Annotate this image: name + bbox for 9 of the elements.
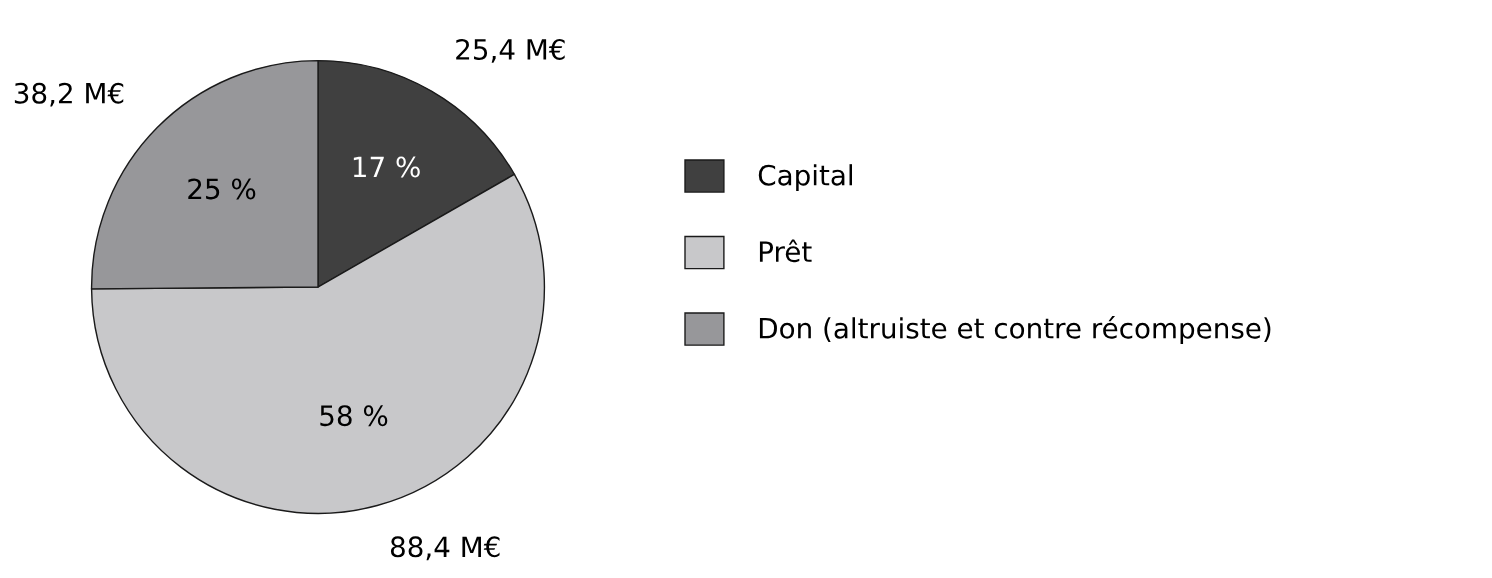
text: 25 % — [188, 178, 256, 200]
legend-label: Prêt — [759, 239, 812, 263]
legend-label: Don (altruiste et contre récompense) — [759, 316, 1271, 345]
data-label: 88,4 M€ — [390, 536, 500, 561]
legend-label: Capital — [758, 164, 853, 192]
text: 58 % — [320, 405, 388, 427]
data-label: 38,2 M€ — [14, 82, 124, 107]
text: 17 % — [353, 156, 420, 178]
data-label: 25,4 M€ — [456, 38, 565, 63]
